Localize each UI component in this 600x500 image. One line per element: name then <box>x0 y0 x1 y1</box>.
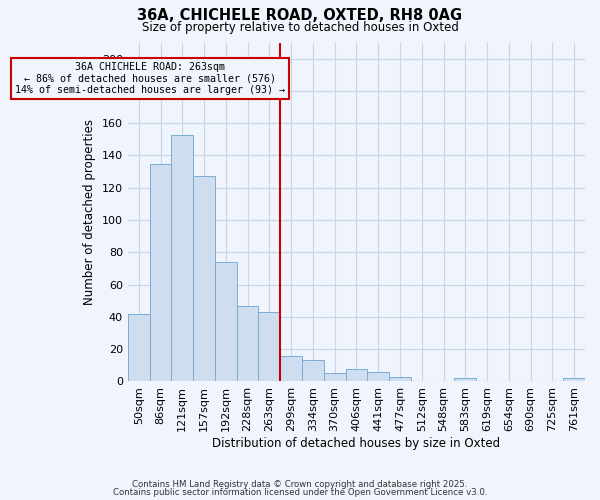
Bar <box>454 378 476 382</box>
Text: 36A, CHICHELE ROAD, OXTED, RH8 0AG: 36A, CHICHELE ROAD, OXTED, RH8 0AG <box>137 8 463 22</box>
Bar <box>149 164 172 382</box>
Bar <box>389 376 411 382</box>
Text: 36A CHICHELE ROAD: 263sqm
← 86% of detached houses are smaller (576)
14% of semi: 36A CHICHELE ROAD: 263sqm ← 86% of detac… <box>14 62 284 95</box>
Bar <box>215 262 237 382</box>
Text: Size of property relative to detached houses in Oxted: Size of property relative to detached ho… <box>142 21 458 34</box>
Text: Contains HM Land Registry data © Crown copyright and database right 2025.: Contains HM Land Registry data © Crown c… <box>132 480 468 489</box>
Bar <box>259 312 280 382</box>
Bar <box>346 368 367 382</box>
Bar <box>367 372 389 382</box>
Bar <box>172 134 193 382</box>
Bar <box>128 314 149 382</box>
Bar <box>237 306 259 382</box>
Bar <box>563 378 585 382</box>
Bar <box>193 176 215 382</box>
Y-axis label: Number of detached properties: Number of detached properties <box>83 119 97 305</box>
Bar <box>280 356 302 382</box>
Bar <box>302 360 324 382</box>
X-axis label: Distribution of detached houses by size in Oxted: Distribution of detached houses by size … <box>212 437 500 450</box>
Text: Contains public sector information licensed under the Open Government Licence v3: Contains public sector information licen… <box>113 488 487 497</box>
Bar <box>324 374 346 382</box>
